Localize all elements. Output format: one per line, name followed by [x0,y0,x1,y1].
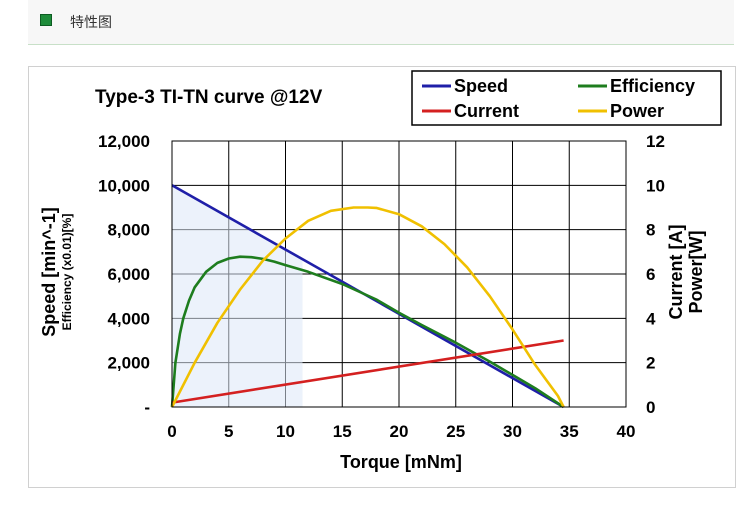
y-left-tick-label: 8,000 [107,221,150,240]
legend-box [411,70,722,126]
y-left-axis-label-efficiency: Efficiency (x0.01)[%] [60,214,74,331]
x-tick-label: 25 [446,422,465,441]
y-right-tick-label: 12 [646,132,665,151]
series-line-current [171,339,564,404]
y-left-tick-label: 2,000 [107,354,150,373]
y-left-tick-label: 10,000 [98,176,150,195]
y-right-tick-label: 0 [646,398,655,417]
x-tick-labels: 0 5 10 15 20 25 30 35 40 [167,422,635,441]
section-header: 特性图 [28,0,734,45]
x-tick-label: 0 [167,422,176,441]
y-right-axis-label-current: Current [A] [666,225,686,320]
chart-panel: Type-3 TI-TN curve @12V Speed Efficiency C… [28,66,736,488]
y-right-tick-label: 10 [646,176,665,195]
legend-label-speed: Speed [454,76,508,96]
y-right-tick-label: 6 [646,265,655,284]
x-tick-label: 10 [276,422,295,441]
y-right-tick-label: 8 [646,221,655,240]
y-left-tick-label: 4,000 [107,309,150,328]
legend: Speed Efficiency Current Power [411,70,722,126]
green-square-icon [40,14,52,26]
series-line-efficiency [170,255,565,409]
y-left-tick-label: 12,000 [98,132,150,151]
legend-label-efficiency: Efficiency [610,76,695,96]
chart-title: Type-3 TI-TN curve @12V [95,87,323,108]
x-tick-label: 35 [560,422,579,441]
series-layer [170,184,565,409]
x-tick-label: 40 [617,422,636,441]
series-line-power [170,206,565,408]
y-left-tick-label: 6,000 [107,265,150,284]
y-right-tick-label: 2 [646,354,655,373]
plot-area-border [171,140,627,408]
legend-label-current: Current [454,101,519,121]
x-tick-label: 30 [503,422,522,441]
legend-label-power: Power [610,101,664,121]
y-left-tick-labels: - 2,000 4,000 6,000 8,000 10,000 12,000 [98,132,150,417]
y-left-axis-label-speed: Speed [min^-1] [39,207,59,337]
characteristic-chart: Type-3 TI-TN curve @12V Speed Efficiency C… [39,70,722,472]
x-tick-label: 5 [224,422,233,441]
x-tick-label: 15 [333,422,352,441]
y-left-tick-label: - [144,398,150,417]
y-right-tick-labels: 0 2 4 6 8 10 12 [646,132,665,417]
y-right-tick-label: 4 [646,309,656,328]
x-tick-label: 20 [390,422,409,441]
x-axis-label: Torque [mNm] [340,452,462,472]
y-right-axis-label-power: Power[W] [686,231,706,314]
section-title: 特性图 [70,15,112,31]
